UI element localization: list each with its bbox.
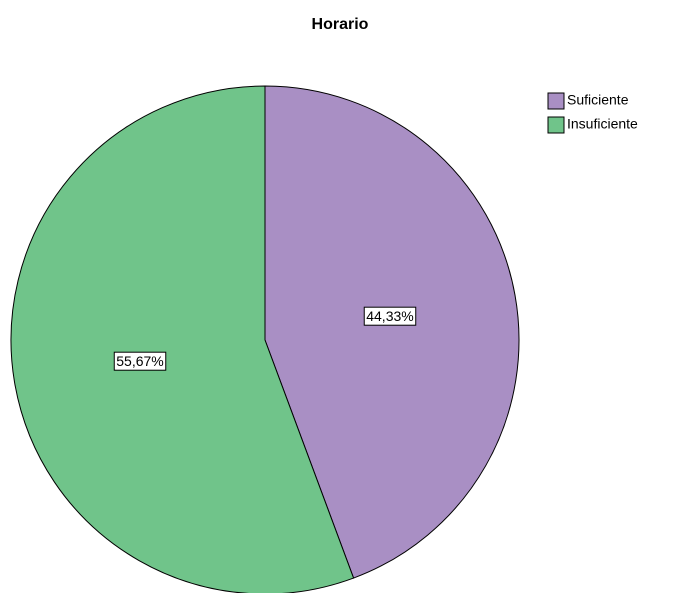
data-label-box (363, 306, 417, 326)
pie-slice (10, 85, 355, 593)
legend-swatch (547, 92, 565, 110)
data-label: 44,33% (366, 308, 413, 324)
chart-title: Horario (312, 16, 369, 33)
legend-swatch (547, 116, 565, 134)
data-label-box (113, 351, 167, 371)
legend-label: Suficiente (567, 92, 629, 108)
legend-label: Insuficiente (567, 116, 638, 132)
pie-slice (264, 85, 520, 579)
data-label: 55,67% (116, 353, 163, 369)
